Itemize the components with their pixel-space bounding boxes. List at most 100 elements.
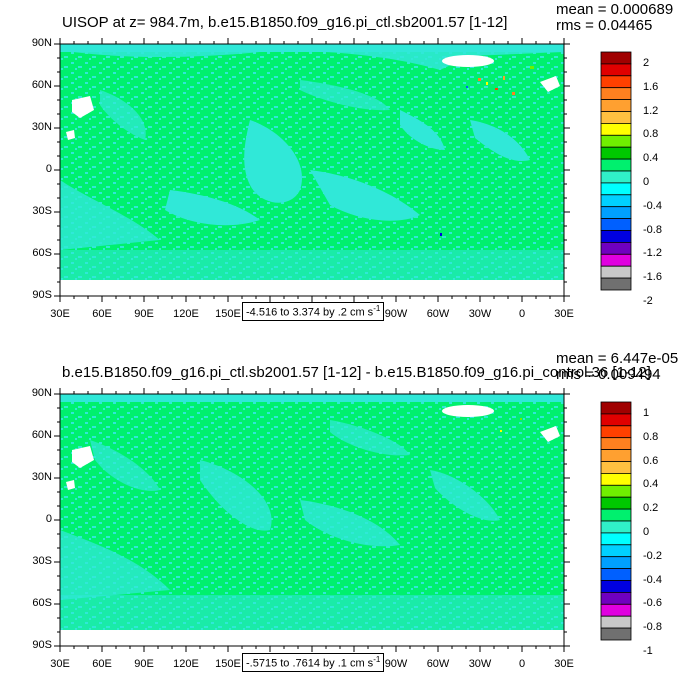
lon-label: 60W xyxy=(426,658,450,670)
colorbar-swatch xyxy=(600,63,632,77)
lat-label: 60S xyxy=(32,247,52,259)
colorbar-label: 0.2 xyxy=(643,502,659,515)
colorbar-swatch xyxy=(600,544,632,558)
colorbar-swatch xyxy=(600,99,632,112)
panel1-range-sup: -1 xyxy=(373,304,381,313)
panel2-colorbar xyxy=(600,401,632,641)
lon-label: 60W xyxy=(426,308,450,320)
lon-label: 90W xyxy=(384,308,408,320)
panel2-rms: rms = 0.009494 xyxy=(556,366,661,383)
colorbar-swatch xyxy=(600,182,632,196)
colorbar-label: -2 xyxy=(643,294,653,307)
colorbar-swatch xyxy=(600,532,632,546)
colorbar-swatch xyxy=(600,206,632,219)
colorbar-swatch xyxy=(600,134,632,148)
lat-label: 90S xyxy=(32,289,52,301)
colorbar-swatch xyxy=(600,253,632,267)
lat-label: 0 xyxy=(45,513,52,525)
lat-label: 30S xyxy=(32,205,52,217)
panel2-map xyxy=(59,393,565,647)
lon-label: 30W xyxy=(468,308,492,320)
colorbar-label: 0 xyxy=(643,525,650,538)
lat-label: 90N xyxy=(31,387,52,399)
panel1-title: UISOP at z= 984.7m, b.e15.B1850.f09_g16.… xyxy=(62,14,508,31)
lon-label: 30E xyxy=(554,308,574,320)
colorbar-swatch xyxy=(600,75,632,89)
colorbar-swatch xyxy=(600,520,632,534)
colorbar-swatch xyxy=(600,170,632,184)
lat-label: 90S xyxy=(32,639,52,651)
panel2-axis-ticks xyxy=(54,388,570,652)
lon-label: 150E xyxy=(215,308,241,320)
colorbar-label: 0.8 xyxy=(643,430,659,443)
lon-label: 90E xyxy=(134,658,154,670)
colorbar-swatch xyxy=(600,146,632,160)
colorbar-label: -0.6 xyxy=(643,597,662,610)
lon-label: 90W xyxy=(384,658,408,670)
lon-label: 30E xyxy=(554,658,574,670)
colorbar-swatch xyxy=(600,218,632,231)
colorbar-label: 0.6 xyxy=(643,454,659,467)
colorbar-swatch xyxy=(600,111,632,124)
colorbar-label: 0.8 xyxy=(643,128,659,141)
colorbar-swatch xyxy=(600,413,632,427)
colorbar-swatch xyxy=(600,265,632,279)
panel1-rms: rms = 0.04465 xyxy=(556,17,653,34)
panel1-colorbar xyxy=(600,51,632,291)
colorbar-label: -0.8 xyxy=(643,621,662,634)
colorbar-label: 1.6 xyxy=(643,80,659,93)
colorbar-label: 0.4 xyxy=(643,478,659,491)
colorbar-swatch xyxy=(600,568,632,581)
colorbar-label: 2 xyxy=(643,56,650,69)
colorbar-swatch xyxy=(600,194,632,208)
panel1-range-box: -4.516 to 3.374 by .2 cm s-1 xyxy=(242,302,385,321)
colorbar-swatch xyxy=(600,87,632,100)
colorbar-label: 1.2 xyxy=(643,104,659,117)
colorbar-swatch xyxy=(600,123,632,136)
colorbar-swatch xyxy=(600,401,632,415)
lon-label: 30W xyxy=(468,658,492,670)
panel2-title: b.e15.B1850.f09_g16.pi_ctl.sb2001.57 [1-… xyxy=(62,364,651,381)
lon-label: 60E xyxy=(92,308,112,320)
colorbar-label: -1.2 xyxy=(643,247,662,260)
lon-label: 120E xyxy=(173,308,199,320)
lat-label: 90N xyxy=(31,37,52,49)
colorbar-swatch xyxy=(600,484,632,498)
panel1-mean: mean = 0.000689 xyxy=(556,1,674,18)
colorbar-label: -1 xyxy=(643,644,653,657)
panel1-map xyxy=(59,43,565,297)
panel2-range-sup: -1 xyxy=(373,655,381,664)
colorbar-swatch xyxy=(600,508,632,522)
lat-label: 60N xyxy=(31,79,52,91)
colorbar-swatch xyxy=(600,51,632,65)
lon-label: 0 xyxy=(518,308,526,320)
colorbar-swatch xyxy=(600,615,632,629)
lon-label: 0 xyxy=(518,658,526,670)
panel2-range-box: -.5715 to .7614 by .1 cm s-1 xyxy=(242,653,385,672)
colorbar-swatch xyxy=(600,592,632,605)
colorbar-swatch xyxy=(600,437,632,451)
panel2-mean: mean = 6.447e-05 xyxy=(556,350,679,367)
colorbar-swatch xyxy=(600,449,632,462)
colorbar-swatch xyxy=(600,461,632,474)
colorbar-label: -1.6 xyxy=(643,271,662,284)
lon-label: 120E xyxy=(173,658,199,670)
colorbar-swatch xyxy=(600,496,632,510)
lat-label: 30N xyxy=(31,121,52,133)
colorbar-label: -0.8 xyxy=(643,223,662,236)
colorbar-swatch xyxy=(600,627,632,641)
colorbar-label: 1 xyxy=(643,406,650,419)
colorbar-label: -0.2 xyxy=(643,549,662,562)
colorbar-label: 0.4 xyxy=(643,152,659,165)
lon-label: 60E xyxy=(92,658,112,670)
colorbar-swatch xyxy=(600,580,632,593)
panel1-range-text: -4.516 to 3.374 by .2 cm s xyxy=(246,306,374,319)
colorbar-label: 0 xyxy=(643,175,650,188)
lon-label: 150E xyxy=(215,658,241,670)
colorbar-swatch xyxy=(600,158,632,172)
lat-label: 60N xyxy=(31,429,52,441)
panel1-axis-ticks xyxy=(54,38,570,302)
panel2-range-text: -.5715 to .7614 by .1 cm s xyxy=(246,657,374,670)
colorbar-label: -0.4 xyxy=(643,573,662,586)
